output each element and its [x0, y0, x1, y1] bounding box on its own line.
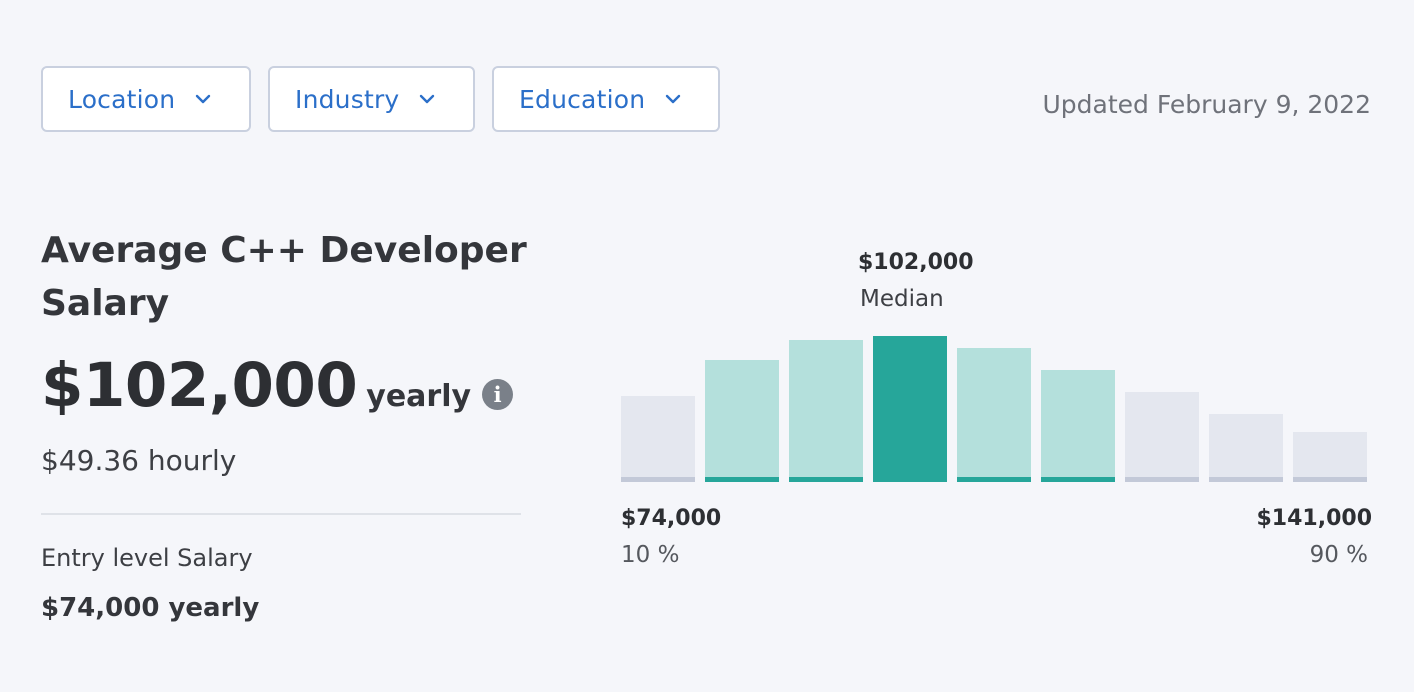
chevron-down-icon: [420, 94, 435, 104]
salary-amount: $102,000: [41, 350, 358, 421]
entry-level-value: $74,000 yearly: [41, 593, 260, 623]
median-value: $102,000: [858, 250, 974, 275]
distribution-bar: [789, 340, 863, 482]
low-percentile-label: 10 %: [621, 542, 680, 568]
high-percentile-value: $141,000: [1256, 506, 1372, 531]
distribution-bar: [1293, 432, 1367, 482]
education-filter-label: Education: [519, 84, 646, 114]
high-percentile-label: 90 %: [1309, 542, 1368, 568]
salary-distribution-chart: $102,000 Median $74,000 10 % $141,000 90…: [600, 240, 1400, 600]
average-salary: $102,000 yearly i: [41, 350, 514, 421]
low-percentile-value: $74,000: [621, 506, 722, 531]
industry-filter-button[interactable]: Industry: [268, 66, 475, 132]
bar-baseline: [1293, 477, 1367, 482]
filter-bar: Location Industry Education: [41, 66, 720, 132]
bar-baseline: [1041, 477, 1115, 482]
bar-baseline: [957, 477, 1031, 482]
education-filter-button[interactable]: Education: [492, 66, 720, 132]
bar-baseline: [1125, 477, 1199, 482]
bar-baseline: [789, 477, 863, 482]
distribution-bar: [621, 396, 695, 482]
entry-level-label: Entry level Salary: [41, 544, 253, 572]
distribution-bar: [957, 348, 1031, 482]
chevron-down-icon: [196, 94, 211, 104]
median-label: Median: [860, 286, 944, 312]
median-bar: [873, 336, 947, 482]
location-filter-button[interactable]: Location: [41, 66, 251, 132]
bar-baseline: [1209, 477, 1283, 482]
distribution-bar: [705, 360, 779, 482]
industry-filter-label: Industry: [295, 84, 400, 114]
bar-baseline: [621, 477, 695, 482]
location-filter-label: Location: [68, 84, 176, 114]
distribution-bar: [1125, 392, 1199, 482]
divider: [41, 513, 521, 515]
distribution-bar: [1209, 414, 1283, 482]
info-icon[interactable]: i: [482, 379, 514, 410]
bar-baseline: [705, 477, 779, 482]
hourly-rate: $49.36 hourly: [41, 444, 237, 477]
salary-unit: yearly: [366, 379, 472, 414]
distribution-bar: [1041, 370, 1115, 482]
page-title: Average C++ Developer Salary: [41, 230, 527, 324]
updated-date: Updated February 9, 2022: [1042, 90, 1371, 119]
chevron-down-icon: [666, 94, 681, 104]
distribution-bars: [621, 336, 1367, 482]
